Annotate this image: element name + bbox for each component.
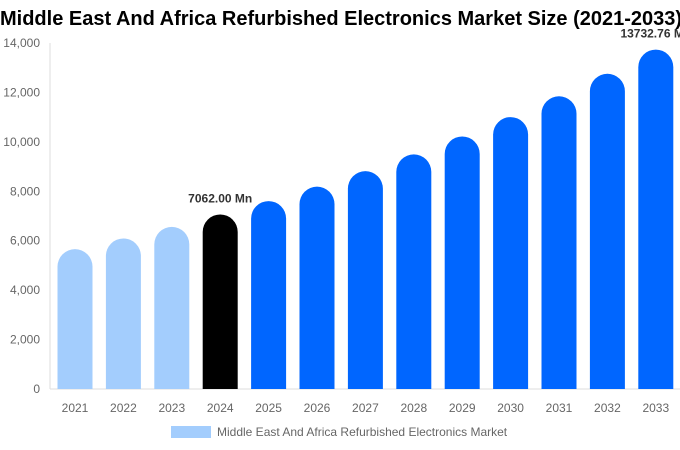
data-label-2024: 7062.00 Mn — [188, 191, 252, 205]
x-tick-label: 2027 — [352, 401, 379, 415]
y-tick-label: 12,000 — [3, 85, 40, 99]
bar-2028 — [396, 154, 432, 389]
legend-label: Middle East And Africa Refurbished Elect… — [217, 425, 508, 439]
x-tick-label: 2033 — [642, 401, 669, 415]
bar-2032 — [589, 73, 625, 389]
y-tick-label: 6,000 — [10, 234, 40, 248]
bar-2022 — [105, 238, 141, 389]
y-tick-label: 8,000 — [10, 184, 40, 198]
legend: Middle East And Africa Refurbished Elect… — [171, 425, 507, 439]
x-tick-label: 2021 — [62, 401, 89, 415]
x-tick-label: 2025 — [255, 401, 282, 415]
bar-2021 — [57, 249, 93, 389]
bar-2029 — [444, 136, 480, 389]
x-tick-label: 2032 — [594, 401, 621, 415]
x-tick-label: 2028 — [400, 401, 427, 415]
y-tick-label: 4,000 — [10, 283, 40, 297]
chart-title: Middle East And Africa Refurbished Elect… — [0, 8, 680, 30]
x-tick-label: 2031 — [546, 401, 573, 415]
x-tick-label: 2026 — [304, 401, 331, 415]
y-tick-label: 10,000 — [3, 135, 40, 149]
legend-swatch — [171, 426, 211, 438]
x-tick-label: 2024 — [207, 401, 234, 415]
y-tick-label: 14,000 — [3, 36, 40, 50]
bar-2024 — [202, 214, 238, 389]
x-tick-label: 2030 — [497, 401, 524, 415]
y-tick-label: 2,000 — [10, 333, 40, 347]
bar-2030 — [493, 117, 529, 390]
bar-2031 — [541, 96, 577, 390]
bar-2027 — [347, 171, 383, 389]
x-tick-label: 2023 — [158, 401, 185, 415]
bar-2023 — [154, 226, 190, 389]
y-tick-label: 0 — [33, 382, 40, 396]
data-label-2033: 13732.76 Mn — [620, 27, 680, 41]
bar-2026 — [299, 186, 335, 389]
bar-2025 — [251, 201, 287, 389]
bar-2033 — [638, 49, 674, 389]
x-tick-label: 2022 — [110, 401, 137, 415]
x-tick-label: 2029 — [449, 401, 476, 415]
